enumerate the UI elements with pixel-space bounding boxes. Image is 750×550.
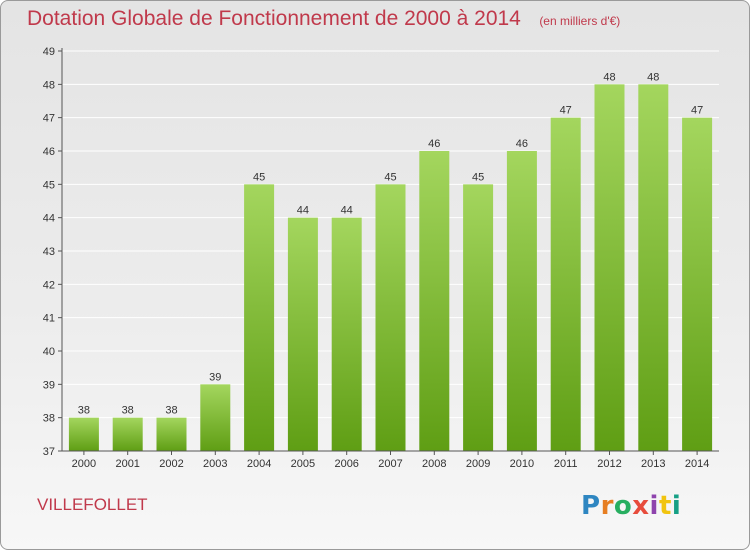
- x-tick-label: 2010: [510, 458, 534, 470]
- y-tick-label: 49: [43, 46, 55, 58]
- y-tick-label: 37: [43, 446, 55, 458]
- data-label: 38: [165, 405, 177, 417]
- bar: [463, 184, 494, 452]
- y-tick-label: 46: [43, 146, 55, 158]
- bar: [112, 417, 143, 451]
- x-tick-label: 2014: [685, 458, 709, 470]
- x-tick-label: 2012: [597, 458, 621, 470]
- y-tick-label: 42: [43, 279, 55, 291]
- bar: [550, 117, 581, 452]
- x-tick-label: 2013: [641, 458, 665, 470]
- data-label: 46: [428, 138, 440, 150]
- bar: [638, 84, 669, 451]
- logo-letter: x: [632, 491, 650, 521]
- logo-letter: i: [671, 491, 682, 521]
- x-tick-label: 2008: [422, 458, 446, 470]
- y-tick-label: 48: [43, 79, 55, 91]
- data-label: 45: [384, 171, 396, 183]
- data-label: 38: [122, 405, 134, 417]
- bars: [68, 84, 713, 452]
- bar: [506, 151, 537, 451]
- bar: [682, 117, 713, 452]
- x-tick-label: 2002: [159, 458, 183, 470]
- y-tick-label: 44: [43, 213, 55, 225]
- data-label: 47: [560, 105, 572, 117]
- bar: [244, 184, 275, 452]
- x-tick-label: 2011: [554, 458, 578, 470]
- commune-name: VILLEFOLLET: [37, 495, 148, 514]
- data-label: 45: [472, 171, 484, 183]
- x-tick-label: 2006: [334, 458, 358, 470]
- bar: [375, 184, 406, 452]
- y-tick-label: 38: [43, 413, 55, 425]
- x-tick-label: 2000: [72, 458, 96, 470]
- data-label: 44: [341, 205, 353, 217]
- bar: [68, 417, 99, 451]
- logo-letter: r: [600, 491, 614, 521]
- axes: [58, 48, 719, 455]
- bar: [419, 151, 450, 451]
- y-tick-label: 40: [43, 346, 55, 358]
- bar: [200, 384, 231, 451]
- y-tick-label: 39: [43, 379, 55, 391]
- chart-title: Dotation Globale de Fonctionnement de 20…: [27, 7, 521, 30]
- x-tick-label: 2005: [291, 458, 315, 470]
- chart-title-block: Dotation Globale de Fonctionnement de 20…: [27, 7, 620, 31]
- bar: [287, 217, 318, 451]
- proxiti-logo[interactable]: Proxiti: [581, 491, 681, 521]
- bar: [156, 417, 187, 451]
- data-label: 44: [297, 205, 309, 217]
- x-tick-label: 2003: [203, 458, 227, 470]
- data-label: 48: [603, 71, 615, 83]
- data-label: 48: [647, 71, 659, 83]
- logo-letter: o: [613, 491, 633, 521]
- data-label: 46: [516, 138, 528, 150]
- y-tick-label: 45: [43, 179, 55, 191]
- data-label: 47: [691, 105, 703, 117]
- y-tick-label: 47: [43, 113, 55, 125]
- logo-letter: P: [581, 491, 601, 521]
- data-label: 39: [209, 371, 221, 383]
- labels: 37 38 39 40 41 42 43 44 45 46 47 48 49 38 2000 38 2001 38…: [43, 46, 710, 470]
- x-tick-label: 2004: [247, 458, 271, 470]
- x-tick-label: 2007: [378, 458, 402, 470]
- bar: [594, 84, 625, 451]
- data-label: 45: [253, 171, 265, 183]
- logo-letter: i: [649, 491, 659, 521]
- x-tick-label: 2001: [115, 458, 139, 470]
- x-tick-label: 2009: [466, 458, 490, 470]
- logo-letter: t: [658, 491, 672, 521]
- data-label: 38: [78, 405, 90, 417]
- y-tick-label: 43: [43, 246, 55, 258]
- bar: [331, 217, 362, 451]
- chart-unit: (en milliers d'€): [539, 14, 621, 28]
- y-tick-label: 41: [43, 313, 55, 325]
